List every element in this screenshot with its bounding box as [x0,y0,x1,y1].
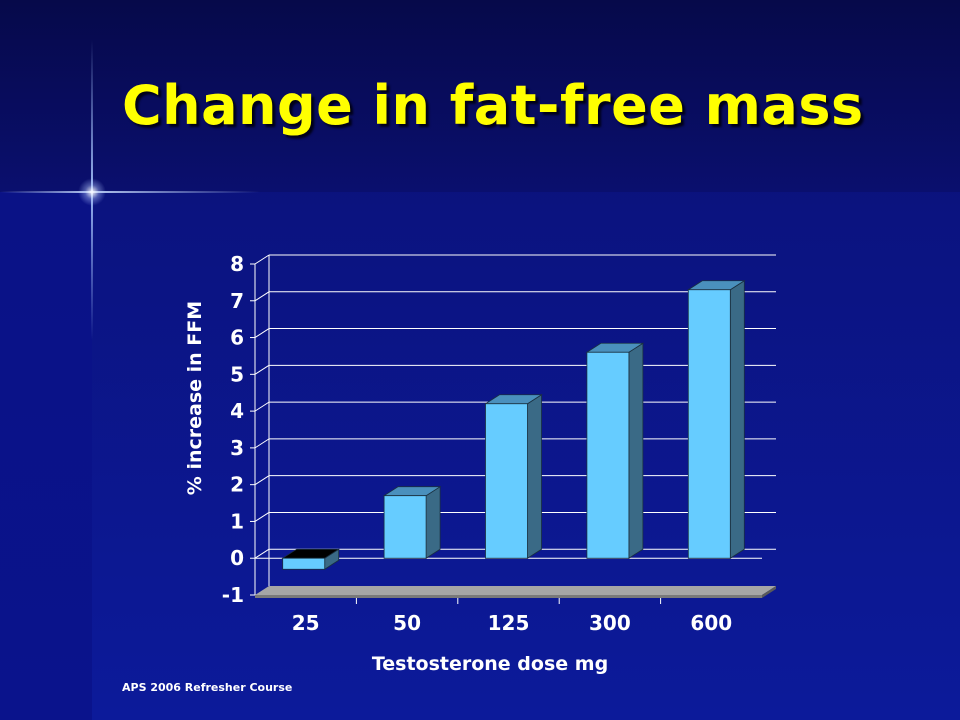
gridline-side [254,254,270,265]
x-tick-label: 600 [690,611,732,635]
y-tick-label: 6 [230,326,244,350]
gridline-side [254,548,270,559]
bar-front [586,351,630,559]
y-axis-title: % increase in FFM [184,301,206,495]
bar-front [485,403,528,559]
x-tick-label: 300 [589,611,631,635]
floor-top [255,586,776,595]
y-tick-label: 7 [230,289,244,313]
bar [686,280,746,559]
bar-side [425,485,441,559]
footer-text: APS 2006 Refresher Course [122,681,293,694]
gridline-side [254,328,270,338]
bar-front [383,495,427,559]
y-tick-label: 1 [230,509,244,533]
y-tick-label: 2 [230,473,244,497]
y-tick-label: -1 [222,583,244,607]
bar-side [527,394,542,559]
gridline-side [254,364,270,375]
x-tick-label: 25 [292,611,320,635]
bar-side [628,342,644,559]
y-tick-label: 5 [230,362,244,386]
left-band [0,192,92,720]
header-band [0,0,960,192]
y-tick-labels: 8 7 6 5 4 3 2 1 0 -1 [222,252,244,607]
gridline-side [254,438,270,449]
gridline-side [254,401,270,412]
bars [281,280,746,570]
gridline-side [254,475,270,486]
bar [585,342,645,559]
y-tick-label: 3 [230,436,244,460]
decorative-horizontal-line [0,191,260,193]
axes [250,263,776,604]
floor-side [762,586,776,598]
x-tick-label: 50 [393,611,421,635]
gridline-side [254,512,270,522]
decorative-light-flare [78,178,106,206]
y-tick-label: 8 [230,252,244,276]
bar [281,548,341,570]
y-tick-label: 4 [230,399,244,423]
floor-front [255,595,762,598]
bar-front [282,557,326,570]
bar-side [729,280,745,559]
bar [484,394,543,559]
x-axis-title: Testosterone dose mg [372,653,608,675]
x-tick-labels: 25 50 125 300 600 [292,611,732,635]
bar [382,485,442,559]
gridline-side [254,291,270,302]
y-tick-label: 0 [230,546,244,570]
slide-title: Change in fat-free mass [122,74,864,137]
x-tick-label: 125 [488,611,530,635]
bar-front [687,289,731,559]
